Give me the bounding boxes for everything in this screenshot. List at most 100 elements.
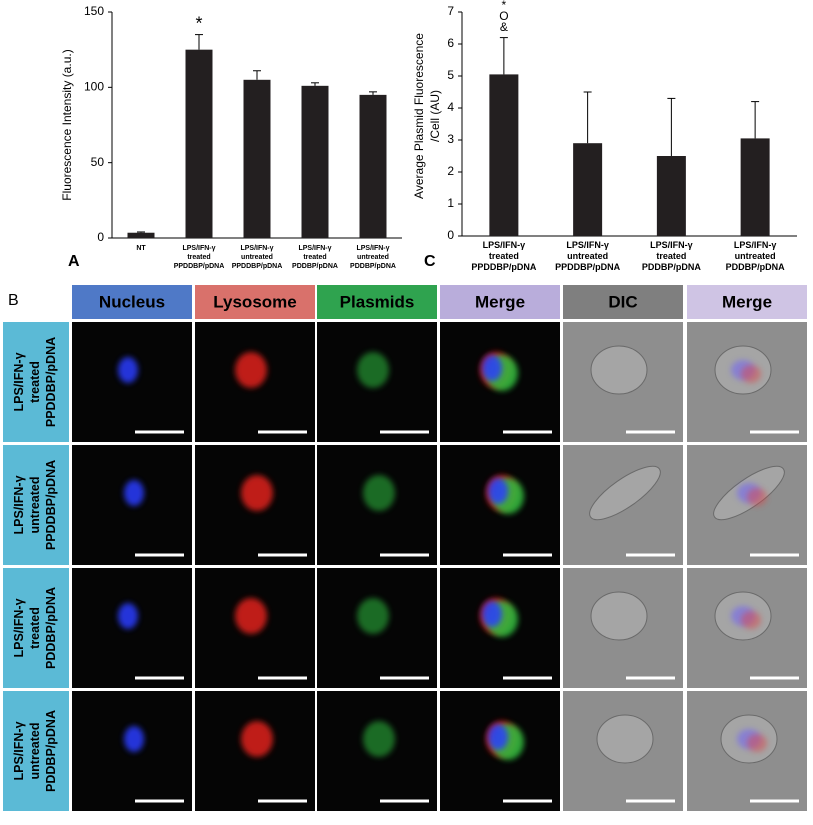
micrograph: [687, 445, 807, 565]
y-tick-label: 100: [84, 80, 104, 94]
y-tick-label: 5: [447, 68, 454, 82]
stain: [363, 475, 395, 511]
bar: [301, 85, 329, 239]
micrograph: [195, 322, 315, 442]
overlay: [747, 734, 767, 752]
stain: [488, 478, 508, 504]
micrograph: [440, 445, 560, 565]
y-tick-label: 3: [447, 132, 454, 146]
bar: [185, 49, 213, 238]
stain: [241, 475, 273, 511]
y-tick-label: 6: [447, 36, 454, 50]
y-tick-label: 7: [447, 4, 454, 18]
x-tick-label: LPS/IFN-γ treated PDDBP/pDNA: [642, 240, 702, 272]
overlay: [741, 611, 761, 629]
micrograph: [317, 691, 437, 811]
row-header-label: LPS/IFN-γ untreated PDDBP/pDNA: [12, 710, 58, 792]
overlay: [741, 365, 761, 383]
annotation: O: [499, 9, 508, 23]
stain: [482, 601, 502, 627]
stain: [488, 724, 508, 750]
column-header-label: Plasmids: [340, 292, 415, 311]
row-header: [3, 445, 69, 565]
stain: [124, 726, 144, 752]
micrograph: [195, 691, 315, 811]
micrograph: [563, 568, 683, 688]
bar: [656, 156, 686, 236]
column-header-label: Merge: [722, 292, 772, 311]
micrograph: [195, 568, 315, 688]
y-tick-label: 50: [91, 155, 105, 169]
micrograph: [440, 568, 560, 688]
overlay: [747, 488, 767, 506]
micrograph: [195, 445, 315, 565]
y-tick-label: 2: [447, 164, 454, 178]
bar: [359, 94, 387, 238]
row-header: [3, 568, 69, 688]
column-header-label: Lysosome: [213, 292, 296, 311]
micrograph: [563, 445, 683, 565]
micrograph: [563, 322, 683, 442]
bar: [243, 79, 271, 238]
image-bg: [72, 322, 192, 442]
micrograph: [687, 322, 807, 442]
cell: [590, 345, 648, 395]
column-header-label: DIC: [608, 292, 637, 311]
row-header: [3, 691, 69, 811]
annotation: *: [502, 0, 507, 12]
x-tick-label: LPS/IFN-γ treated PDDBP/pDNA: [292, 245, 338, 270]
micrograph: [440, 691, 560, 811]
cell: [596, 714, 654, 764]
stain: [482, 355, 502, 381]
panel-label: C: [424, 253, 436, 270]
y-axis-label: Average Plasmid Fluorescence/Cell (AU): [412, 33, 442, 199]
stain: [235, 352, 267, 388]
column-header: [563, 285, 683, 319]
panel-label: B: [8, 292, 19, 309]
micrograph: [72, 691, 192, 811]
stain: [118, 357, 138, 383]
micrograph: [317, 322, 437, 442]
cell: [590, 591, 648, 641]
column-header: [317, 285, 437, 319]
row-header-label: LPS/IFN-γ treated PDDBP/pDNA: [12, 587, 58, 669]
stain: [357, 352, 389, 388]
micrograph: [317, 568, 437, 688]
annotation: &: [500, 20, 508, 34]
x-tick-label: LPS/IFN-γ untreated PDDBP/pDNA: [350, 245, 396, 270]
stain: [241, 721, 273, 757]
row-header-label: LPS/IFN-γ untreated PPDDBP/pDNA: [12, 460, 58, 550]
x-tick-label: LPS/IFN-γ treated PPDDBP/pDNA: [471, 240, 537, 272]
micrograph: [563, 691, 683, 811]
column-header: [687, 285, 807, 319]
y-axis-label: Fluorescence Intensity (a.u.): [60, 49, 74, 200]
y-tick-label: 4: [447, 100, 454, 114]
stain: [363, 721, 395, 757]
x-tick-label: LPS/IFN-γ treated PPDDBP/pDNA: [174, 245, 225, 270]
bar: [740, 138, 770, 236]
panel-label: A: [68, 253, 80, 270]
y-tick-label: 0: [447, 228, 454, 242]
column-header: [72, 285, 192, 319]
column-header: [440, 285, 560, 319]
bar: [489, 74, 519, 237]
column-header: [195, 285, 315, 319]
column-header-label: Nucleus: [99, 292, 165, 311]
x-tick-label: LPS/IFN-γ untreated PPDDBP/pDNA: [555, 240, 621, 272]
x-tick-label: LPS/IFN-γ untreated PDDBP/pDNA: [726, 240, 786, 272]
stain: [124, 480, 144, 506]
bar: [127, 232, 155, 238]
x-tick-label: LPS/IFN-γ untreated PPDDBP/pDNA: [232, 245, 283, 270]
y-tick-label: 1: [447, 196, 454, 210]
y-tick-label: 150: [84, 4, 104, 18]
bar: [573, 143, 603, 236]
x-tick-label: NT: [136, 245, 146, 252]
micrograph: [440, 322, 560, 442]
annotation: *: [195, 13, 202, 33]
column-header-label: Merge: [475, 292, 525, 311]
image-bg: [72, 568, 192, 688]
y-tick-label: 0: [97, 230, 104, 244]
micrograph: [72, 445, 192, 565]
stain: [357, 598, 389, 634]
